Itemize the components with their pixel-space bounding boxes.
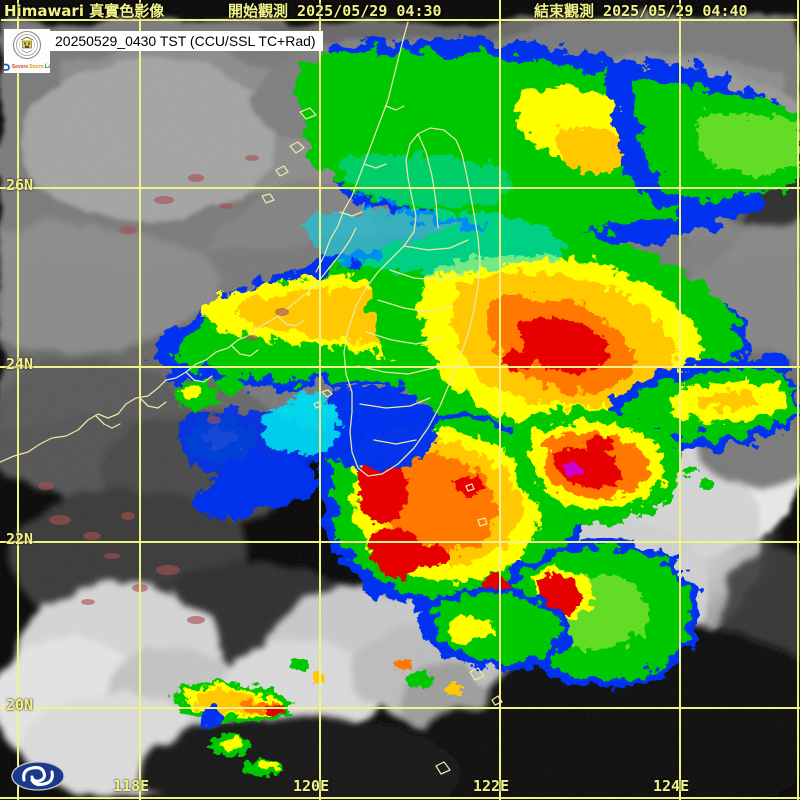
lat-label-26n: 26N [6,176,34,194]
lon-label-124e: 124E [653,777,690,795]
ssl-wordmark: Severe Storm Lab [4,61,50,72]
ssl-cyclone-badge [10,760,66,792]
ccu-seal-plate: Severe Storm Lab [4,29,50,73]
ccu-university-seal-icon [12,30,42,60]
ssl-word-severe: Severe [11,63,29,70]
lon-label-118e: 118E [113,777,150,795]
ssl-word-storm: Storm [29,63,44,70]
timestamp-chip: 20250529_0430 TST (CCU/SSL TC+Rad) [48,31,323,51]
lon-label-122e: 122E [473,777,510,795]
ssl-word-lab: Lab [44,63,50,70]
lat-label-20n: 20N [6,696,34,714]
lat-label-22n: 22N [6,530,34,548]
lon-label-120e: 120E [293,777,330,795]
ssl-swirl-icon [4,63,10,71]
lat-label-24n: 24N [6,355,34,373]
cyclone-logo-icon [11,761,65,791]
